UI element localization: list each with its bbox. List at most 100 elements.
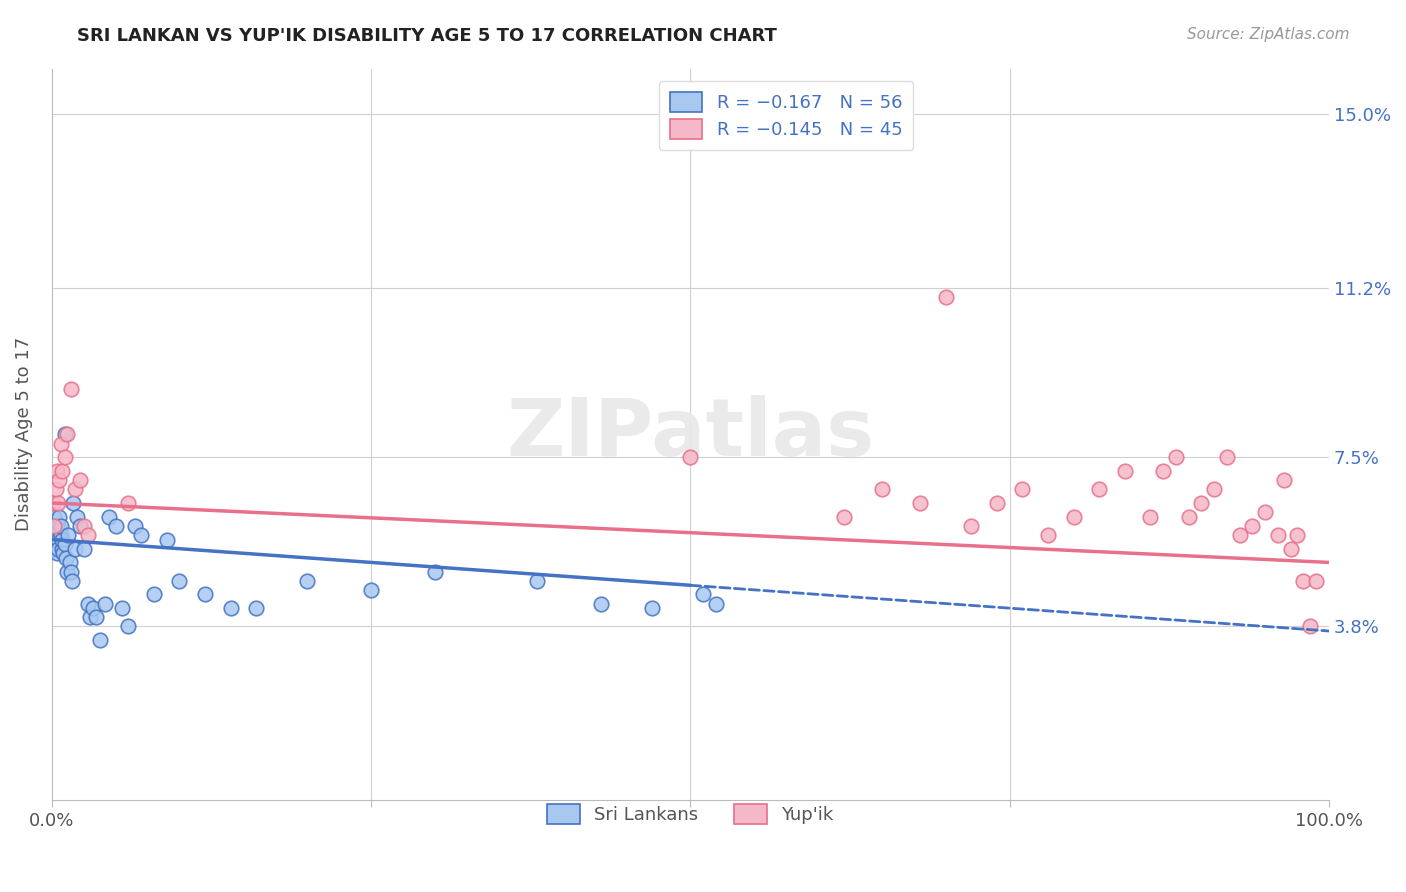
Point <box>1216 450 1239 465</box>
Point <box>59 556 82 570</box>
Point <box>56 565 79 579</box>
Point <box>704 597 727 611</box>
Point <box>49 436 72 450</box>
Point <box>60 574 83 588</box>
Point <box>53 450 76 465</box>
Point <box>46 518 69 533</box>
Point <box>111 601 134 615</box>
Point <box>46 533 69 547</box>
Point <box>45 528 67 542</box>
Point <box>1152 464 1174 478</box>
Point <box>1279 541 1302 556</box>
Point <box>245 601 267 615</box>
Point <box>142 587 165 601</box>
Point <box>679 450 702 465</box>
Point <box>45 537 67 551</box>
Point <box>117 619 139 633</box>
Point <box>935 290 957 304</box>
Point <box>46 496 69 510</box>
Point <box>42 528 65 542</box>
Point <box>51 541 73 556</box>
Point <box>1272 473 1295 487</box>
Point <box>48 473 70 487</box>
Text: Source: ZipAtlas.com: Source: ZipAtlas.com <box>1187 27 1350 42</box>
Point <box>49 518 72 533</box>
Text: ZIPatlas: ZIPatlas <box>506 395 875 474</box>
Y-axis label: Disability Age 5 to 17: Disability Age 5 to 17 <box>15 337 32 532</box>
Point <box>986 496 1008 510</box>
Point <box>960 518 983 533</box>
Point <box>94 597 117 611</box>
Point <box>58 528 80 542</box>
Point <box>79 610 101 624</box>
Point <box>69 518 91 533</box>
Point <box>194 587 217 601</box>
Point <box>76 597 98 611</box>
Point <box>1164 450 1187 465</box>
Point <box>104 518 127 533</box>
Point <box>1286 528 1309 542</box>
Point <box>526 574 548 588</box>
Point <box>52 546 75 560</box>
Point <box>46 541 69 556</box>
Point <box>62 496 84 510</box>
Point <box>295 574 318 588</box>
Point <box>129 528 152 542</box>
Point <box>44 541 66 556</box>
Point <box>1139 509 1161 524</box>
Point <box>73 541 96 556</box>
Point <box>1241 518 1264 533</box>
Point <box>1305 574 1327 588</box>
Point <box>89 633 111 648</box>
Point <box>69 473 91 487</box>
Point <box>53 427 76 442</box>
Point <box>45 482 67 496</box>
Point <box>1202 482 1225 496</box>
Point <box>1036 528 1059 542</box>
Point <box>117 496 139 510</box>
Point <box>692 587 714 601</box>
Point <box>1177 509 1199 524</box>
Point <box>56 427 79 442</box>
Point <box>156 533 179 547</box>
Point <box>45 546 67 560</box>
Legend: Sri Lankans, Yup'ik: Sri Lankans, Yup'ik <box>536 794 845 835</box>
Point <box>82 601 104 615</box>
Point <box>1011 482 1033 496</box>
Point <box>51 533 73 547</box>
Point <box>124 518 146 533</box>
Point <box>49 528 72 542</box>
Point <box>51 464 73 478</box>
Point <box>219 601 242 615</box>
Point <box>1267 528 1289 542</box>
Point <box>1114 464 1136 478</box>
Point <box>360 582 382 597</box>
Point <box>98 509 121 524</box>
Point <box>63 541 86 556</box>
Text: SRI LANKAN VS YUP'IK DISABILITY AGE 5 TO 17 CORRELATION CHART: SRI LANKAN VS YUP'IK DISABILITY AGE 5 TO… <box>77 27 778 45</box>
Point <box>45 518 67 533</box>
Point <box>86 610 108 624</box>
Point <box>42 496 65 510</box>
Point <box>589 597 612 611</box>
Point <box>1254 505 1277 519</box>
Point <box>1299 619 1322 633</box>
Point <box>66 509 89 524</box>
Point <box>1088 482 1111 496</box>
Point <box>1292 574 1315 588</box>
Point <box>53 537 76 551</box>
Point <box>1229 528 1251 542</box>
Point <box>1063 509 1085 524</box>
Point <box>63 482 86 496</box>
Point <box>910 496 932 510</box>
Point <box>870 482 893 496</box>
Point <box>59 565 82 579</box>
Point <box>423 565 446 579</box>
Point <box>48 524 70 538</box>
Point <box>76 528 98 542</box>
Point <box>44 518 66 533</box>
Point <box>832 509 855 524</box>
Point <box>1189 496 1212 510</box>
Point <box>641 601 664 615</box>
Point <box>59 382 82 396</box>
